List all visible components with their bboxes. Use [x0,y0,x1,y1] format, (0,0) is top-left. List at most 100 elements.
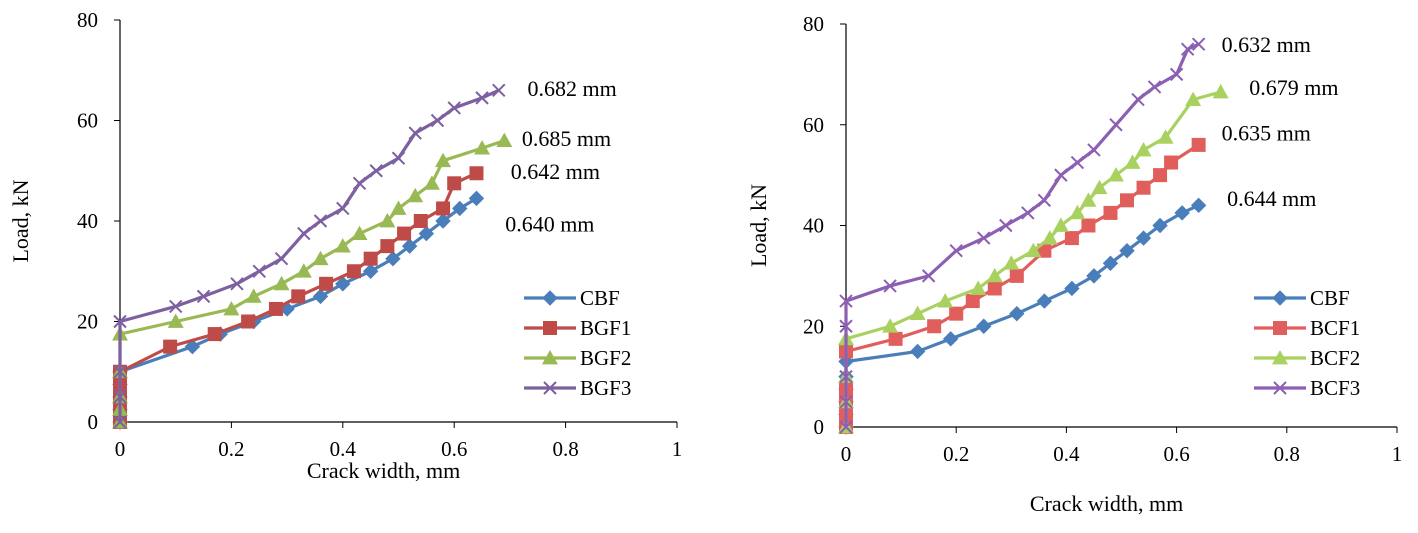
data-point-cbf [401,238,418,254]
data-point-bcf1 [1153,168,1168,183]
end-label-bgf2: 0.685 mm [522,126,611,151]
series-line-bgf3 [118,88,500,422]
data-point-bgf2 [351,225,368,240]
data-point-bgf1 [163,339,178,354]
data-point-bcf1 [1103,205,1118,220]
data-point-bcf2 [1069,204,1086,220]
data-point-cbf [1086,268,1102,284]
data-point-cbf [1135,230,1152,246]
data-point-bcf1 [1064,231,1079,246]
data-point-bcf2 [1091,179,1108,195]
series-bcf3 [839,37,1206,434]
y-axis-label: Load, kN [746,184,771,267]
x-axis-label: Crack width, mm [307,458,460,483]
data-point-bcf3 [1147,80,1162,94]
y-tick-label: 60 [77,109,98,133]
data-point-bcf3 [1169,67,1184,82]
data-point-bcf2 [1003,255,1020,270]
data-point-cbf [1174,205,1190,221]
legend-swatch-marker [543,381,557,395]
data-point-bcf3 [999,218,1013,233]
data-point-bcf3 [949,243,963,258]
data-point-bgf1 [291,289,306,304]
data-point-bgf3 [230,277,244,291]
data-point-bcf3 [1070,155,1085,170]
data-point-bcf1 [1120,193,1135,208]
legend-item-cbf: CBF [524,286,620,310]
data-point-bcf2 [1107,167,1124,182]
y-tick-label: 20 [77,310,98,334]
legend-item-bgf2: BGF2 [524,346,631,370]
x-tick-label: 1 [1392,442,1403,466]
data-point-bcf1 [1136,180,1151,195]
data-point-bcf3 [839,369,853,384]
data-point-bgf1 [363,251,378,266]
legend-item-bcf1: BCF1 [1254,316,1360,340]
x-tick-label: 0.6 [441,437,467,461]
data-point-bcf1 [888,331,903,346]
legend-label: BGF2 [580,346,631,370]
legend-swatch-marker [543,321,557,335]
legend-item-bgf3: BGF3 [524,376,631,400]
data-point-cbf [909,343,926,360]
data-point-bcf1 [949,306,964,321]
data-point-bgf3 [113,390,127,404]
data-point-bcf3 [839,319,853,333]
x-tick-label: 0 [115,437,126,461]
x-tick-label: 1 [672,437,683,461]
y-tick-label: 60 [803,113,824,137]
data-point-bcf2 [1124,154,1141,169]
data-point-bgf3 [430,113,445,128]
data-point-bcf3 [839,294,853,308]
data-point-bcf3 [1087,143,1101,157]
data-point-bgf3 [391,151,406,165]
y-axis-label: Load, kN [8,179,33,262]
x-tick-label: 0.8 [1274,442,1300,466]
data-point-bgf1 [268,301,283,316]
y-tick-label: 40 [803,214,824,238]
data-point-bgf2 [423,175,440,190]
data-point-bgf3 [274,251,289,266]
data-point-bgf2 [273,275,290,291]
data-point-bcf2 [1052,217,1069,232]
data-point-bcf1 [987,281,1002,296]
legend-swatch-marker [1273,381,1287,395]
data-point-bcf1 [1081,218,1096,233]
data-point-cbf [1190,197,1207,214]
legend-item-cbf: CBF [1254,286,1350,310]
data-point-cbf [1152,217,1168,234]
x-tick-label: 0 [841,442,852,466]
legend-swatch-marker [1273,321,1287,335]
data-point-bcf2 [937,293,954,308]
data-point-bcf1 [965,294,980,309]
y-tick-label: 0 [88,410,99,434]
end-label-cbf: 0.644 mm [1227,186,1316,211]
x-axis-label: Crack width, mm [1030,491,1183,516]
y-tick-label: 20 [803,314,824,338]
data-point-bcf1 [1164,155,1179,170]
legend-swatch-marker [1272,290,1288,306]
data-point-bcf2 [882,318,899,333]
data-point-bgf1 [436,201,451,216]
x-tick-label: 0.6 [1163,442,1189,466]
data-point-bgf2 [223,300,240,316]
data-point-bgf2 [474,140,491,155]
data-point-bgf1 [380,239,395,254]
data-point-bcf2 [1135,141,1152,157]
data-point-bgf1 [397,226,412,241]
series-bgf3 [113,83,506,429]
data-point-bgf2 [390,200,407,215]
data-point-bcf2 [1080,192,1097,207]
legend-item-bcf2: BCF2 [1254,346,1360,370]
data-point-cbf [184,338,201,355]
end-label-bcf2: 0.679 mm [1249,75,1338,100]
data-point-bgf3 [113,365,127,379]
data-point-bgf2 [295,263,312,278]
data-point-bcf1 [1191,137,1206,152]
legend-item-bgf1: BGF1 [524,316,631,340]
data-point-bgf2 [407,187,424,203]
legend-label: BCF3 [1310,376,1360,400]
data-point-bgf3 [113,314,127,329]
